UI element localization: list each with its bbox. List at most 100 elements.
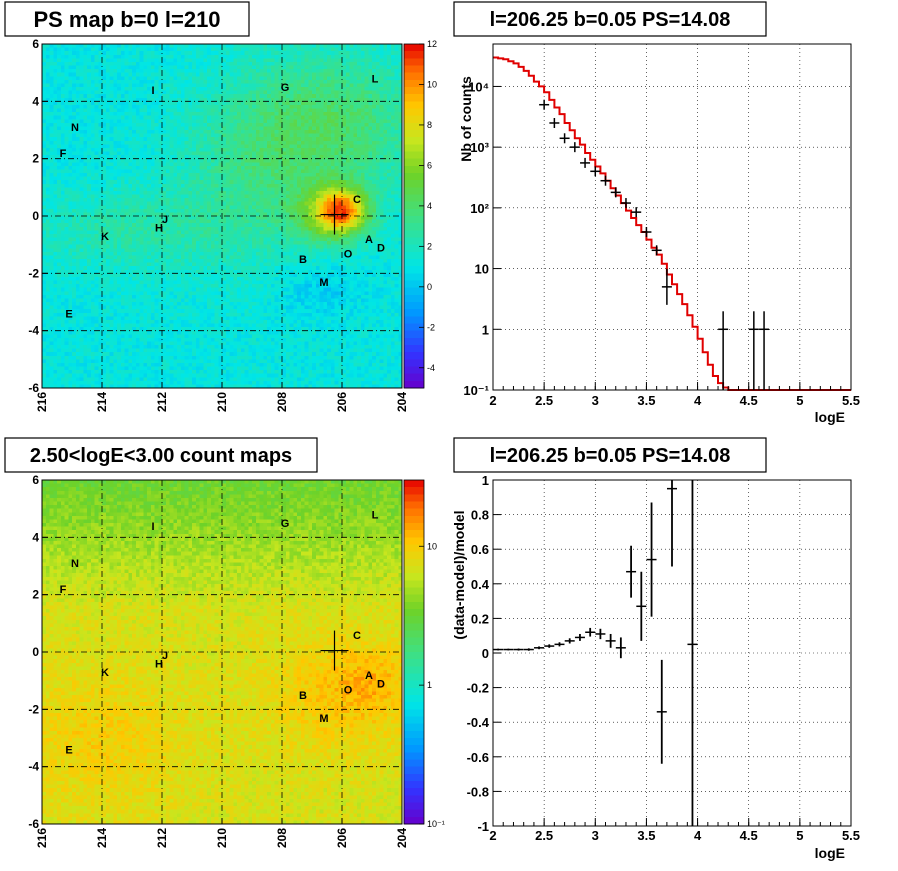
x-tick-label: 214 [95, 392, 109, 412]
x-tick-label: 2 [489, 393, 496, 408]
x-tick-label: 208 [275, 392, 289, 412]
residual-plot: 2 2.5 3 3.5 4 4.5 5 5.5 1 0.8 0.6 0.4 0.2 0 -0.2 -0.4 -0… [451, 473, 860, 861]
x-tick-label: 210 [215, 392, 229, 412]
y-tick-label: -2 [28, 702, 39, 716]
source-label: F [60, 148, 67, 160]
data-point [513, 648, 524, 651]
y-tick-label: 0 [32, 209, 39, 223]
x-tick-label: 5 [796, 828, 803, 843]
heatmap-cells [42, 44, 403, 389]
data-point [687, 480, 698, 826]
data-point [534, 646, 545, 650]
source-label: N [71, 122, 79, 134]
y-tick-label: 10 [475, 262, 489, 277]
data-point [564, 638, 575, 644]
y-tick-label: -4 [28, 324, 39, 338]
x-tick-label: 3 [592, 828, 599, 843]
source-label: G [281, 82, 290, 94]
source-label: D [377, 243, 385, 255]
source-label: L [372, 509, 379, 521]
colorbar-tick-label: -4 [427, 363, 435, 373]
chart-title: PS map b=0 l=210 [33, 7, 220, 32]
x-axis-label: logE [815, 845, 845, 861]
source-label: O [344, 248, 353, 260]
colorbar [404, 44, 424, 389]
data-point [610, 187, 621, 198]
y-tick-label: 0 [32, 645, 39, 659]
x-tick-label: 3.5 [637, 828, 655, 843]
data-point [759, 311, 770, 390]
y-tick-label: 0.6 [471, 542, 489, 557]
x-tick-label: 2.5 [535, 828, 553, 843]
data-point [656, 659, 667, 764]
data-point [620, 198, 631, 209]
model-step-line [493, 56, 851, 391]
y-tick-label: 2 [32, 588, 39, 602]
colorbar-tick-label: 6 [427, 160, 432, 170]
source-label: N [71, 558, 79, 570]
y-tick-label: 0.4 [471, 577, 490, 592]
y-tick-label: -1 [477, 819, 489, 834]
x-tick-label: 216 [35, 392, 49, 412]
data-point [646, 502, 657, 617]
chart-title-box [4, 1, 250, 37]
source-label: H [155, 658, 163, 670]
x-tick-label: 4.5 [740, 393, 758, 408]
data-point [523, 648, 534, 651]
y-tick-label: -6 [28, 381, 39, 395]
chart-title: 2.50<logE<3.00 count maps [30, 445, 292, 467]
source-label: E [65, 744, 72, 756]
source-label: C [353, 194, 361, 206]
y-axis-label: Nb of counts [458, 76, 474, 162]
y-tick-label: 1 [482, 473, 489, 488]
source-label: E [65, 308, 72, 320]
colorbar-tick-label: 10⁻¹ [427, 819, 445, 829]
heatmap-3: 216 214 212 210 208 206 204 6 4 2 0 -2 -4 -6 L G I N F C JH K… [28, 473, 444, 848]
x-tick-label: 4 [694, 393, 702, 408]
data-point [667, 480, 677, 567]
data-point [718, 311, 729, 390]
x-tick-label: 212 [155, 392, 169, 412]
source-label: I [151, 521, 154, 533]
chart-title: l=206.25 b=0.05 PS=14.08 [490, 9, 731, 31]
y-axis-label: (data-model)/model [451, 510, 467, 639]
source-label: D [377, 679, 385, 691]
y-tick-label: 6 [32, 37, 39, 51]
source-label: J [162, 214, 168, 226]
x-tick-label: 3.5 [637, 393, 655, 408]
y-tick-label: 4 [32, 94, 39, 108]
data-point [559, 133, 570, 144]
data-point [493, 648, 504, 651]
y-tick-label: 6 [32, 473, 39, 487]
colorbar-frame [403, 43, 425, 389]
x-tick-label: 4.5 [740, 828, 758, 843]
y-tick-label: -0.8 [467, 784, 489, 799]
y-tick-label: 0 [482, 646, 489, 661]
data-point [626, 545, 637, 598]
colorbar-tick-label: 4 [427, 201, 432, 211]
source-label: I [151, 85, 154, 97]
y-tick-label: 1 [482, 322, 489, 337]
data-point [661, 268, 672, 305]
y-tick-label: 10⁴ [468, 79, 489, 94]
colorbar-tick-label: 10 [427, 541, 437, 551]
data-point [580, 157, 591, 168]
data-point [636, 571, 647, 641]
y-tick-label: -0.6 [467, 750, 489, 765]
data-point [641, 227, 652, 238]
x-tick-label: 206 [335, 828, 349, 848]
x-axis-label: logE [815, 409, 845, 425]
colorbar-tick-label: 8 [427, 120, 432, 130]
spectrum-plot: 2 2.5 3 3.5 4 4.5 5 5.5 10⁻¹ 1 10 10² 10³ 10⁴ logE Nb o… [458, 43, 860, 425]
source-label: B [299, 690, 307, 702]
y-tick-label: -6 [28, 817, 39, 831]
y-tick-label: 0.8 [471, 508, 489, 523]
x-tick-label: 216 [35, 828, 49, 848]
data-point [600, 175, 611, 186]
colorbar-tick-label: -2 [427, 322, 435, 332]
data-point [631, 207, 642, 218]
colorbar-tick-label: 10 [427, 79, 437, 89]
y-tick-label: -4 [28, 760, 39, 774]
heatmap-1: 216 214 212 210 208 206 2046420-2-4-6LGINFCJHK… [28, 37, 437, 412]
source-label: L [372, 73, 379, 85]
